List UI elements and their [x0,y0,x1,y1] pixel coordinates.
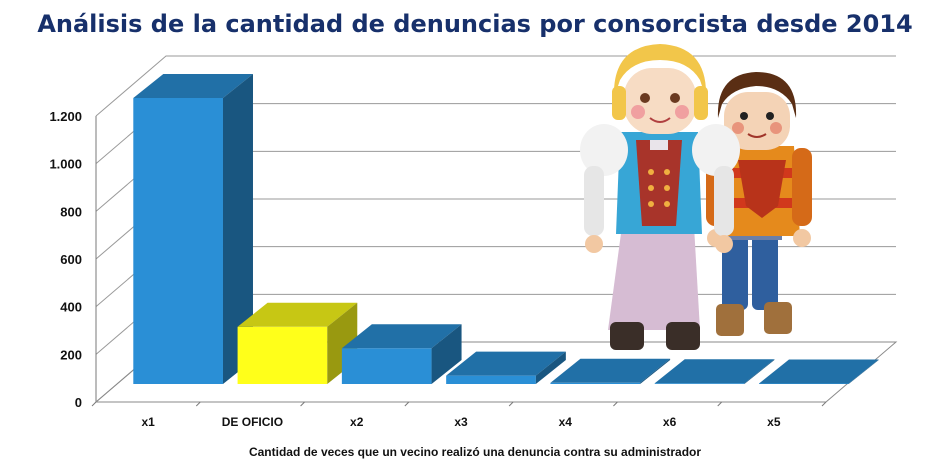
chart-title: Análisis de la cantidad de denuncias por… [37,10,913,38]
x-axis-label: Cantidad de veces que un vecino realizó … [248,445,702,459]
x-tick-mark [717,401,723,407]
x-tick-label: x6 [663,415,677,429]
x-tick-mark [508,401,514,407]
y-tick-label: 1.200 [49,109,82,124]
playmobil-woman-figure-icon [580,44,740,350]
y-tick-label: 600 [60,252,82,267]
x-tick-label: x1 [141,415,155,429]
x-tick-label: DE OFICIO [222,415,283,429]
bar [133,74,253,384]
x-tick-mark [91,401,97,407]
x-tick-label: x3 [454,415,468,429]
y-tick-label: 200 [60,347,82,362]
bars [133,74,879,384]
x-tick-label: x5 [767,415,781,429]
y-tick-label: 0 [75,395,82,410]
x-tick-label: x4 [559,415,573,429]
x-tick-mark [821,401,827,407]
x-tick-mark [195,401,201,407]
x-tick-label: x2 [350,415,364,429]
x-tick-mark [613,401,618,407]
x-tick-labels: x1 DE OFICIO x2 x3 x4 x6 x5 [141,415,780,429]
bar [759,359,879,384]
bar [237,302,358,384]
bar [550,358,671,384]
y-tick-label: 400 [60,300,82,315]
bar [654,359,775,384]
x-tick-mark [404,401,410,407]
bar [446,351,566,384]
x-tick-mark [300,401,305,407]
y-tick-label: 1.000 [49,157,82,172]
y-tick-labels: 0 200 400 600 800 1.000 1.200 [49,109,82,410]
playmobil-boy-figure-icon [706,72,812,336]
bar [341,324,462,384]
y-tick-label: 800 [60,204,82,219]
